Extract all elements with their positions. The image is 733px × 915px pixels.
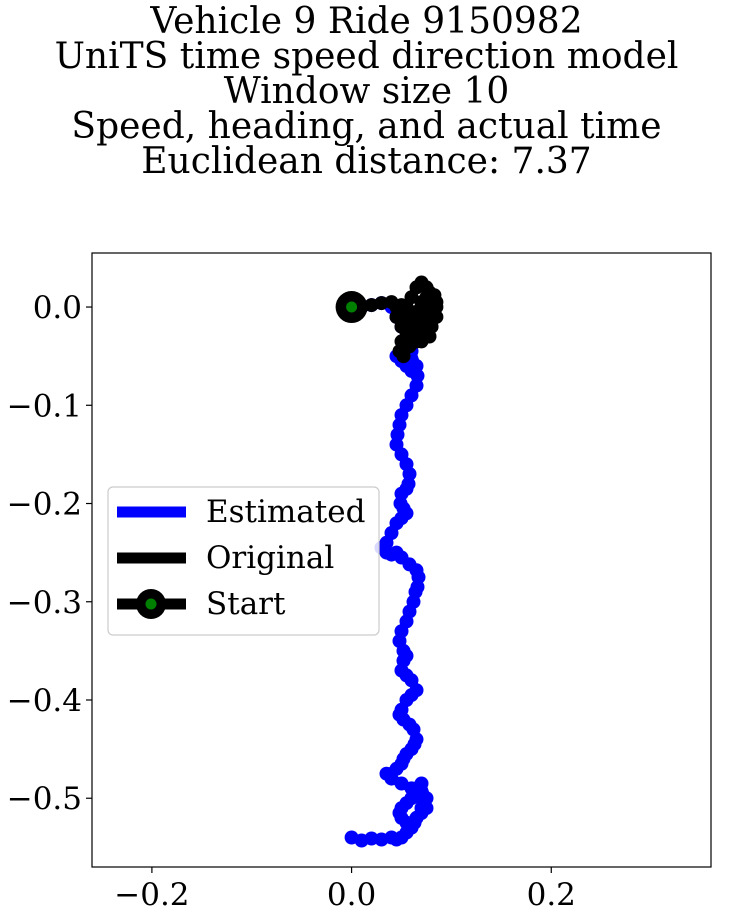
axes-frame bbox=[91, 252, 712, 868]
series-layer bbox=[335, 275, 444, 848]
ticks-layer: −0.2 0.0 0.2 0.0 −0.1 −0.2 −0.3 −0.4 −0.5 bbox=[7, 290, 576, 913]
legend-label-estimated: Estimated bbox=[206, 494, 365, 530]
point-original bbox=[404, 324, 419, 339]
point-estimated bbox=[344, 830, 359, 845]
y-tick-label: −0.5 bbox=[7, 781, 82, 817]
point-original bbox=[404, 314, 419, 329]
legend-box bbox=[107, 486, 380, 636]
title-line-3: Window size 10 bbox=[223, 71, 510, 112]
x-tick-label: 0.0 bbox=[327, 877, 376, 913]
y-tick-label: −0.4 bbox=[7, 683, 82, 719]
title-line-4: Speed, heading, and actual time bbox=[71, 106, 662, 147]
y-tick-label: −0.3 bbox=[7, 585, 82, 621]
title-line-5: Euclidean distance: 7.37 bbox=[141, 141, 592, 182]
chart-title: Vehicle 9 Ride 9150982 UniTS time speed … bbox=[0, 1, 733, 182]
title-line-2: UniTS time speed direction model bbox=[54, 36, 679, 77]
start-marker-center bbox=[346, 301, 358, 313]
legend-swatch-start-dot bbox=[145, 598, 157, 610]
point-original bbox=[394, 298, 409, 313]
legend-label-start: Start bbox=[206, 586, 286, 622]
y-tick-label: 0.0 bbox=[33, 290, 82, 326]
x-tick-label: −0.2 bbox=[114, 877, 189, 913]
point-original bbox=[424, 319, 439, 334]
point-estimated bbox=[414, 776, 429, 791]
x-tick-label: 0.2 bbox=[527, 877, 576, 913]
legend: Estimated Original Start bbox=[107, 486, 380, 636]
legend-label-original: Original bbox=[206, 540, 334, 576]
y-tick-label: −0.2 bbox=[7, 487, 82, 523]
y-tick-label: −0.1 bbox=[7, 388, 82, 424]
title-line-1: Vehicle 9 Ride 9150982 bbox=[150, 1, 583, 42]
